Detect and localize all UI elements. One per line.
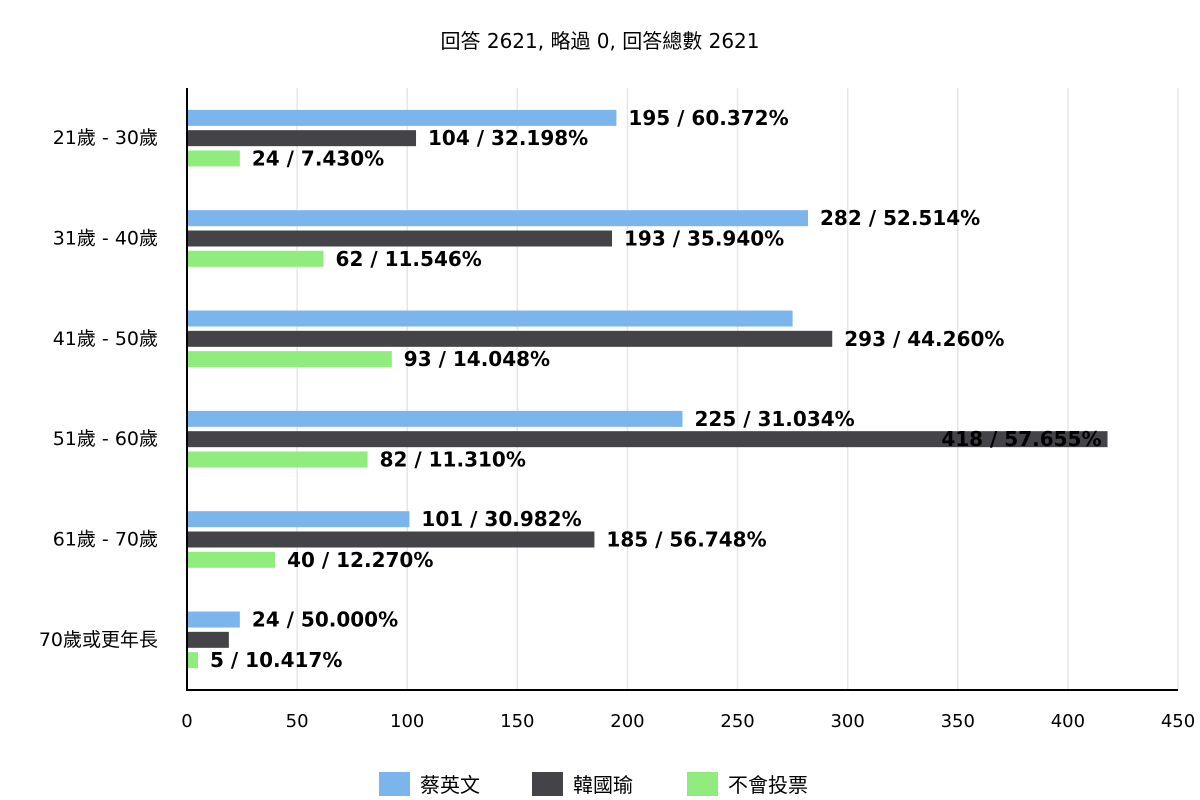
- data-label: 40 / 12.270%: [287, 548, 433, 572]
- bar: [187, 551, 276, 568]
- legend-label: 蔡英文: [420, 773, 480, 797]
- legend-item[interactable]: 韓國瑜: [532, 772, 633, 797]
- x-tick-label: 0: [181, 711, 192, 732]
- data-label: 293 / 44.260%: [844, 327, 1004, 351]
- category-label: 70歲或更年長: [39, 629, 158, 651]
- x-tick-label: 300: [830, 711, 864, 732]
- legend-label: 不會投票: [728, 773, 808, 797]
- x-tick-label: 200: [610, 711, 644, 732]
- bar: [187, 230, 613, 247]
- category-label: 51歲 - 60歲: [53, 428, 158, 450]
- bar: [187, 511, 410, 528]
- axis-layer: 0 50 100 150 200 250 300 350 400 450 21歲 - 30歲 31歲 …: [39, 88, 1195, 732]
- data-label: 101 / 30.982%: [421, 507, 581, 531]
- x-tick-label: 250: [720, 711, 754, 732]
- bar: [187, 431, 1108, 448]
- legend-swatch: [532, 772, 563, 796]
- legend-label: 韓國瑜: [573, 773, 633, 797]
- data-label: 195 / 60.372%: [628, 106, 788, 130]
- legend-swatch: [379, 772, 410, 796]
- x-tick-label: 450: [1161, 711, 1195, 732]
- category-label: 21歲 - 30歲: [53, 127, 158, 149]
- x-tick-label: 350: [941, 711, 975, 732]
- category-label: 31歲 - 40歲: [53, 228, 158, 250]
- data-label: 282 / 52.514%: [820, 206, 980, 230]
- legend-swatch: [687, 772, 718, 796]
- bar: [187, 611, 240, 628]
- data-label: 93 / 14.048%: [404, 347, 550, 371]
- bar: [187, 410, 683, 427]
- bar: [187, 109, 617, 126]
- bar: [187, 250, 324, 267]
- bar: [187, 130, 417, 147]
- category-label: 61歲 - 70歲: [53, 529, 158, 551]
- category-label: 41歲 - 50歲: [53, 328, 158, 350]
- legend[interactable]: 蔡英文 韓國瑜 不會投票: [379, 772, 808, 797]
- data-label: 185 / 56.748%: [606, 528, 766, 552]
- data-label: 418 / 57.655%: [941, 427, 1101, 451]
- data-label: 82 / 11.310%: [380, 447, 526, 471]
- data-label: 24 / 7.430%: [252, 146, 384, 170]
- x-tick-label: 100: [390, 711, 424, 732]
- grid-layer: [296, 88, 1179, 690]
- bar: [187, 351, 392, 368]
- x-tick-label: 150: [500, 711, 534, 732]
- legend-item[interactable]: 蔡英文: [379, 772, 480, 797]
- bar: [187, 531, 595, 548]
- bar: [187, 330, 833, 347]
- data-label: 104 / 32.198%: [428, 126, 588, 150]
- bar: [187, 631, 229, 648]
- bar: [187, 451, 368, 468]
- data-label: 193 / 35.940%: [624, 227, 784, 251]
- x-tick-label: 50: [286, 711, 309, 732]
- data-label: 62 / 11.546%: [336, 247, 482, 271]
- legend-item[interactable]: 不會投票: [687, 772, 808, 797]
- data-label: 5 / 10.417%: [210, 648, 342, 672]
- bar: [187, 210, 809, 227]
- data-label: 24 / 50.000%: [252, 608, 398, 632]
- bar: [187, 310, 793, 327]
- data-label: 225 / 31.034%: [695, 407, 855, 431]
- x-tick-label: 400: [1051, 711, 1085, 732]
- bar: [187, 652, 199, 669]
- chart-title: 回答 2621, 略過 0, 回答總數 2621: [440, 29, 759, 53]
- bar: [187, 150, 240, 167]
- bars-layer: 195 / 60.372% 282 / 52.514% 225 / 31.034% 1…: [187, 106, 1108, 672]
